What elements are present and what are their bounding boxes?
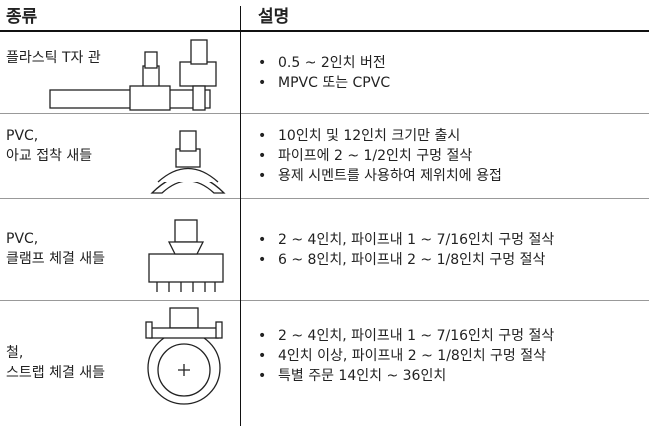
description-cell: 10인치 및 12인치 크기만 출시파이프에 2 ~ 1/2인치 구멍 절삭용제… — [258, 114, 645, 198]
table-row: 철, 스트랩 체결 새들 2 ~ 4인치, 파이프내 1 ~ 7/16인치 구멍 절… — [0, 300, 649, 410]
type-cell: PVC, 아교 접착 새들 — [6, 126, 92, 166]
strap-saddle-illustration — [145, 307, 223, 405]
type-line: 스트랩 체결 새들 — [6, 365, 106, 381]
t-pipe-illustration — [49, 39, 217, 111]
bullet-item: 파이프에 2 ~ 1/2인치 구멍 절삭 — [258, 146, 645, 166]
header-type: 종류 — [6, 7, 38, 27]
type-cell: 철, 스트랩 체결 새들 — [6, 343, 105, 383]
bullet-item: MPVC 또는 CPVC — [258, 73, 645, 93]
type-line: 철, — [6, 345, 24, 361]
type-cell: 플라스틱 T자 관 — [6, 48, 101, 68]
bullet-item: 특별 주문 14인치 ~ 36인치 — [258, 366, 645, 386]
bullet-item: 0.5 ~ 2인치 버전 — [258, 53, 645, 73]
header-description: 설명 — [258, 7, 290, 27]
bullet-item: 2 ~ 4인치, 파이프내 1 ~ 7/16인치 구멍 절삭 — [258, 326, 645, 346]
type-line: 클램프 체결 새들 — [6, 251, 106, 267]
type-line: 플라스틱 T자 관 — [6, 50, 101, 66]
clamp-saddle-illustration — [148, 219, 224, 292]
description-cell: 2 ~ 4인치, 파이프내 1 ~ 7/16인치 구멍 절삭6 ~ 8인치, 파… — [258, 199, 645, 300]
type-cell: PVC, 클램프 체결 새들 — [6, 229, 105, 269]
description-cell: 2 ~ 4인치, 파이프내 1 ~ 7/16인치 구멍 절삭4인치 이상, 파이… — [258, 301, 645, 410]
column-divider — [240, 6, 241, 426]
bullet-item: 용제 시멘트를 사용하여 제위치에 용접 — [258, 166, 645, 186]
type-line: PVC, — [6, 231, 39, 247]
bullet-item: 10인치 및 12인치 크기만 출시 — [258, 126, 645, 146]
type-line: 아교 접착 새들 — [6, 148, 93, 164]
table-row: PVC, 아교 접착 새들 10인치 및 12인치 크기만 출시파이프에 2 ~ 1… — [0, 113, 649, 198]
bullet-item: 6 ~ 8인치, 파이프내 2 ~ 1/8인치 구멍 절삭 — [258, 250, 645, 270]
table-row: PVC, 클램프 체결 새들 2 ~ 4인치, 파이프내 1 ~ 7/16인치 구멍… — [0, 198, 649, 300]
bullet-item: 4인치 이상, 파이프내 2 ~ 1/8인치 구멍 절삭 — [258, 346, 645, 366]
table-row: 플라스틱 T자 관 0.5 ~ 2인치 버전MPVC 또는 CPVC — [0, 30, 649, 113]
description-cell: 0.5 ~ 2인치 버전MPVC 또는 CPVC — [258, 32, 645, 113]
glue-saddle-illustration — [150, 130, 226, 194]
type-line: PVC, — [6, 128, 39, 144]
bullet-item: 2 ~ 4인치, 파이프내 1 ~ 7/16인치 구멍 절삭 — [258, 230, 645, 250]
